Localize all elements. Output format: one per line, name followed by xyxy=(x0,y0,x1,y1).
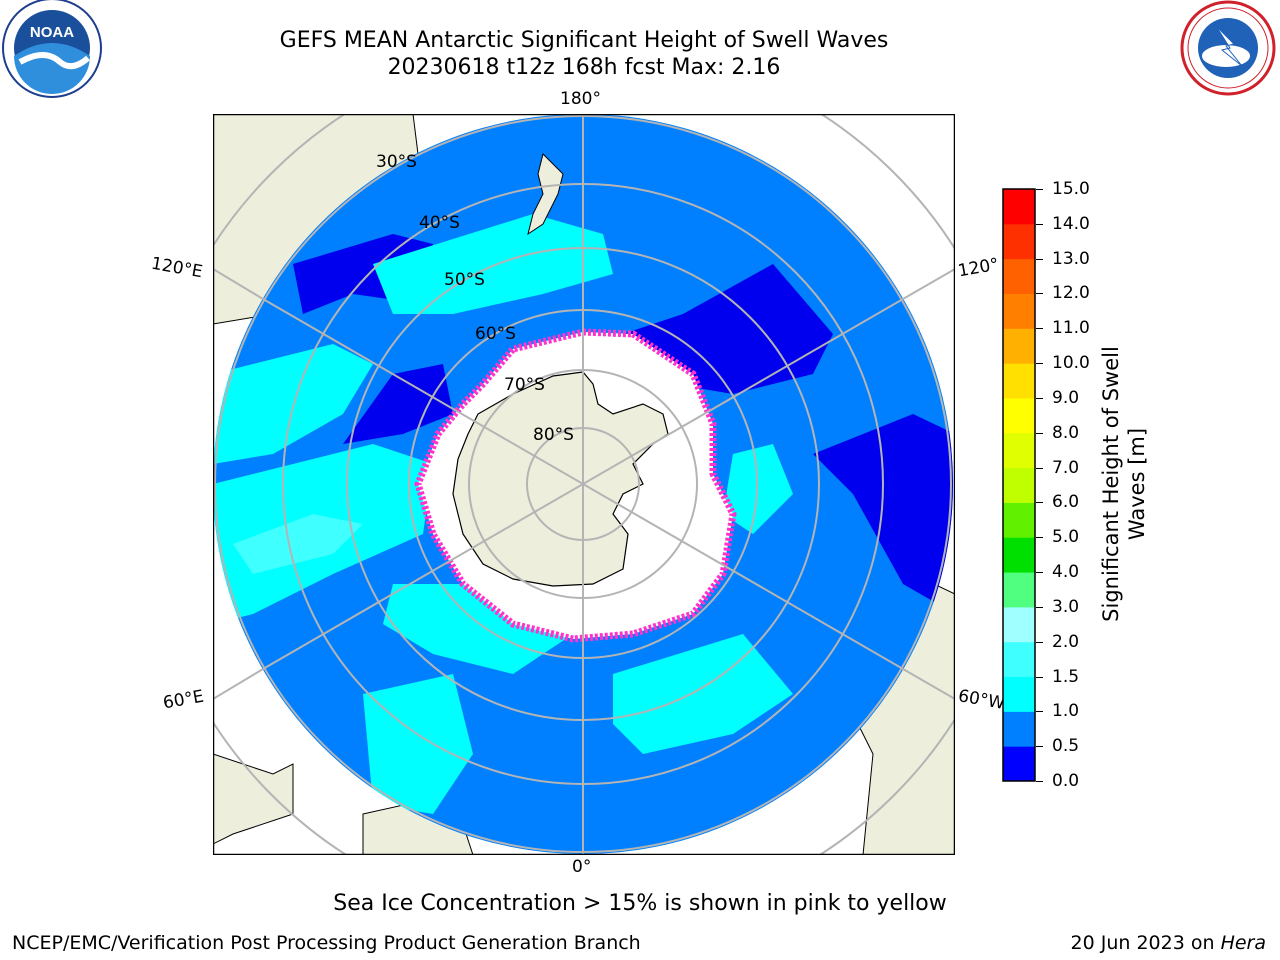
lat-label-30s: 30°S xyxy=(376,152,417,172)
colorbar-tick-mark xyxy=(1036,711,1043,713)
colorbar-segment xyxy=(1003,537,1035,573)
colorbar-segment xyxy=(1003,258,1035,294)
lat-label-60s: 60°S xyxy=(475,324,516,344)
lon-label-60w: 60°W xyxy=(956,686,1007,714)
lon-label-60e: 60°E xyxy=(161,686,206,714)
lat-label-70s: 70°S xyxy=(504,375,545,395)
lon-label-0: 0° xyxy=(572,857,592,877)
colorbar-segment xyxy=(1003,223,1035,260)
colorbar-tick-label: 15.0 xyxy=(1052,179,1090,199)
colorbar-tick-label: 5.0 xyxy=(1052,527,1080,548)
colorbar-segment xyxy=(1003,676,1035,712)
colorbar-segment xyxy=(1003,467,1035,503)
colorbar-tick-label: 12.0 xyxy=(1052,283,1090,304)
colorbar-tick-mark xyxy=(1036,258,1043,260)
colorbar-tick-mark xyxy=(1036,328,1043,330)
colorbar-segment xyxy=(1003,746,1035,782)
colorbar-tick-mark xyxy=(1036,572,1043,574)
colorbar-tick-label: 1.0 xyxy=(1052,701,1080,722)
colorbar-tick-label: 2.0 xyxy=(1052,631,1080,652)
colorbar-tick-mark xyxy=(1036,641,1043,643)
colorbar-tick-mark xyxy=(1036,363,1043,365)
colorbar-segment xyxy=(1003,711,1035,747)
colorbar-tick-label: 9.0 xyxy=(1052,387,1080,408)
map-subtitle: 20230618 t12z 168h fcst Max: 2.16 xyxy=(387,55,781,80)
colorbar-tick-mark xyxy=(1036,397,1043,399)
footer-date: 20 Jun 2023 on Hera xyxy=(1071,932,1266,954)
lon-label-180: 180° xyxy=(560,89,601,109)
lat-label-50s: 50°S xyxy=(444,270,485,290)
colorbar-tick-label: 1.5 xyxy=(1052,666,1080,687)
colorbar-tick-mark xyxy=(1036,189,1043,190)
colorbar-tick-mark xyxy=(1036,606,1043,608)
colorbar-segment xyxy=(1003,189,1035,225)
footer-machine: Hera xyxy=(1220,932,1266,954)
colorbar-tick-mark xyxy=(1036,223,1043,225)
colorbar-tick-mark xyxy=(1036,467,1043,469)
lon-label-120e: 120°E xyxy=(149,253,205,283)
colorbar-tick-label: 13.0 xyxy=(1052,248,1090,269)
noaa-logo: NOAA xyxy=(2,0,102,98)
colorbar-tick-label: 8.0 xyxy=(1052,422,1080,443)
colorbar-tick-label: 14.0 xyxy=(1052,213,1090,234)
colorbar-tick-mark xyxy=(1036,676,1043,678)
colorbar-tick-mark xyxy=(1036,746,1043,748)
colorbar-segment xyxy=(1003,641,1035,678)
lon-label-120w: 120° xyxy=(956,254,1001,282)
colorbar-tick-mark xyxy=(1036,432,1043,434)
colorbar-tick-mark xyxy=(1036,293,1043,295)
colorbar-segment xyxy=(1003,397,1035,434)
colorbar-segment xyxy=(1003,363,1035,399)
polar-map xyxy=(213,114,955,855)
colorbar-tick-label: 0.0 xyxy=(1052,771,1080,791)
colorbar-segment xyxy=(1003,606,1035,643)
national-weather-service-logo xyxy=(1180,0,1276,96)
colorbar-tick-mark xyxy=(1036,781,1043,782)
lat-label-80s: 80°S xyxy=(533,425,574,445)
colorbar-segment xyxy=(1003,572,1035,608)
colorbar-tick-mark xyxy=(1036,537,1043,539)
colorbar-label-text: Significant Height of Swell Waves [m] xyxy=(1099,346,1149,622)
map-title: GEFS MEAN Antarctic Significant Height o… xyxy=(279,28,889,53)
colorbar-segment xyxy=(1003,502,1035,538)
colorbar-tick-label: 6.0 xyxy=(1052,492,1080,513)
sea-ice-caption: Sea Ice Concentration > 15% is shown in … xyxy=(333,891,947,916)
colorbar xyxy=(1002,188,1036,782)
footer-branch: NCEP/EMC/Verification Post Processing Pr… xyxy=(12,932,641,954)
colorbar-segment xyxy=(1003,293,1035,329)
colorbar-segment xyxy=(1003,432,1035,469)
colorbar-tick-label: 3.0 xyxy=(1052,596,1080,617)
colorbar-tick-label: 0.5 xyxy=(1052,736,1080,757)
colorbar-border xyxy=(1002,188,1036,782)
colorbar-segment xyxy=(1003,328,1035,364)
noaa-logo-text: NOAA xyxy=(30,24,74,41)
colorbar-tick-label: 11.0 xyxy=(1052,318,1090,339)
colorbar-tick-mark xyxy=(1036,502,1043,504)
lat-label-40s: 40°S xyxy=(419,213,460,233)
colorbar-tick-label: 7.0 xyxy=(1052,457,1080,478)
colorbar-tick-label: 4.0 xyxy=(1052,562,1080,583)
footer-date-text: 20 Jun 2023 on xyxy=(1070,932,1221,954)
colorbar-tick-label: 10.0 xyxy=(1052,353,1090,374)
